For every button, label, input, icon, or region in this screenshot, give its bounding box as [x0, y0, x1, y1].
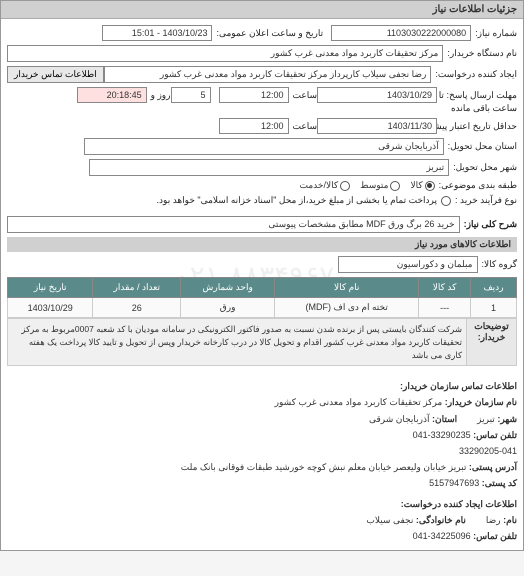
response-time-field: 12:00	[219, 87, 289, 103]
cell-qty: 26	[93, 298, 181, 318]
province-label: استان:	[432, 414, 457, 424]
radio-goods-circle	[425, 181, 435, 191]
items-table: ردیف کد کالا نام کالا واحد شمارش تعداد /…	[7, 277, 517, 318]
items-header: اطلاعات کالاهای مورد نیاز	[7, 237, 517, 252]
org-name-label: نام سازمان خریدار:	[445, 397, 517, 407]
validity-time-label: ساعت	[289, 121, 318, 132]
col-code: کد کالا	[419, 278, 471, 298]
days-remaining-field: 5	[171, 87, 211, 103]
buyer-org-field: مرکز تحقیقات کاربرد مواد معدنی غرب کشور	[7, 45, 443, 62]
time-remaining-field: 20:18:45	[77, 87, 147, 103]
radio-service[interactable]: کالا/خدمت	[300, 180, 351, 191]
radio-service-circle	[340, 181, 350, 191]
contact-phone-label: تلفن تماس:	[473, 531, 517, 541]
col-unit: واحد شمارش	[181, 278, 275, 298]
name-label: نام:	[503, 515, 517, 525]
purchase-note: پرداخت تمام یا بخشی از مبلغ خرید،از محل …	[7, 195, 437, 206]
requester-field: رضا نجفی سیلاب کارپرداز مرکز تحقیقات کار…	[104, 66, 432, 83]
purchase-radio[interactable]	[441, 196, 451, 206]
delivery-province-field: آذربایجان شرقی	[84, 138, 444, 155]
province-value: آذربایجان شرقی	[369, 414, 430, 424]
contact-buyer-button[interactable]: اطلاعات تماس خریدار	[7, 66, 104, 83]
radio-medium-circle	[390, 181, 400, 191]
cell-name: تخته ام دی اف (MDF)	[275, 298, 419, 318]
address-value: تبریز خیابان ولیعصر خیابان معلم نبش کوچه…	[181, 462, 467, 472]
contact-phone-value: 34225096-041	[413, 531, 471, 541]
cell-row: 1	[470, 298, 516, 318]
radio-medium-label: متوسط	[360, 180, 388, 191]
table-row: 1 --- تخته ام دی اف (MDF) ورق 26 1403/10…	[8, 298, 517, 318]
category-radio-group: کالا متوسط کالا/خدمت	[300, 180, 435, 191]
contact-section2-title: اطلاعات ایجاد کننده درخواست:	[7, 496, 517, 512]
buyer-notes-label: توضیحات خریدار:	[467, 319, 517, 366]
response-date-field: 1403/10/29	[317, 87, 437, 103]
postal-label: کد پستی:	[482, 478, 517, 488]
validity-label: حداقل تاریخ اعتبار پیشنهاد: تا تاریخ:	[437, 121, 517, 132]
response-time-label: ساعت	[289, 90, 318, 101]
delivery-city-field: تبریز	[89, 159, 449, 176]
category-label: طبقه بندی موضوعی:	[435, 180, 517, 191]
col-qty: تعداد / مقدار	[93, 278, 181, 298]
need-number-field: 1103030222000080	[331, 25, 471, 41]
validity-date-field: 1403/11/30	[317, 118, 437, 134]
days-label: روز و	[147, 90, 171, 101]
buyer-org-label: نام دستگاه خریدار:	[443, 48, 517, 59]
cell-date: 1403/10/29	[8, 298, 93, 318]
group-dropdown[interactable]: مبلمان و دکوراسیون	[338, 256, 478, 273]
need-desc-label: شرح کلی نیاز:	[460, 219, 517, 230]
radio-service-label: کالا/خدمت	[300, 180, 339, 191]
cell-code: ---	[419, 298, 471, 318]
buyer-notes-text: شرکت کنندگان بایستی پس از برنده شدن نسبت…	[8, 319, 467, 366]
radio-medium[interactable]: متوسط	[360, 180, 400, 191]
postal-value: 5157947693	[429, 478, 479, 488]
radio-goods-label: کالا	[410, 180, 422, 191]
need-desc-field: خرید 26 برگ ورق MDF مطابق مشخصات پیوستی	[7, 216, 460, 233]
remain-label: ساعت باقی مانده	[447, 103, 517, 114]
purchase-type-label: نوع فرآیند خرید :	[451, 195, 517, 206]
requester-label: ایجاد کننده درخواست:	[431, 69, 517, 80]
radio-goods[interactable]: کالا	[410, 180, 434, 191]
name-value: رضا	[486, 515, 501, 525]
contact-section1-title: اطلاعات تماس سازمان خریدار:	[7, 378, 517, 394]
public-date-label: تاریخ و ساعت اعلان عمومی:	[212, 28, 323, 39]
need-number-label: شماره نیاز:	[471, 28, 517, 39]
family-label: نام خانوادگی:	[416, 515, 466, 525]
public-date-field: 1403/10/23 - 15:01	[102, 25, 212, 41]
delivery-province-label: استان محل تحویل:	[444, 141, 517, 152]
city-value: تبریز	[477, 414, 495, 424]
family-value: نجفی سیلاب	[366, 515, 413, 525]
city-label: شهر:	[497, 414, 517, 424]
group-label: گروه کالا:	[478, 259, 517, 270]
col-name: نام کالا	[275, 278, 419, 298]
org-name-value: مرکز تحقیقات کاربرد مواد معدنی غرب کشور	[275, 397, 443, 407]
col-row: ردیف	[470, 278, 516, 298]
cell-unit: ورق	[181, 298, 275, 318]
validity-time-field: 12:00	[219, 118, 289, 134]
phone-label: تلفن تماس:	[473, 430, 517, 440]
details-header: جزئیات اطلاعات نیاز	[1, 1, 523, 19]
col-date: تاریخ نیاز	[8, 278, 93, 298]
address-label: آدرس پستی:	[469, 462, 517, 472]
response-deadline-label: مهلت ارسال پاسخ: تا تاریخ:	[437, 90, 517, 101]
delivery-city-label: شهر محل تحویل:	[449, 162, 517, 173]
